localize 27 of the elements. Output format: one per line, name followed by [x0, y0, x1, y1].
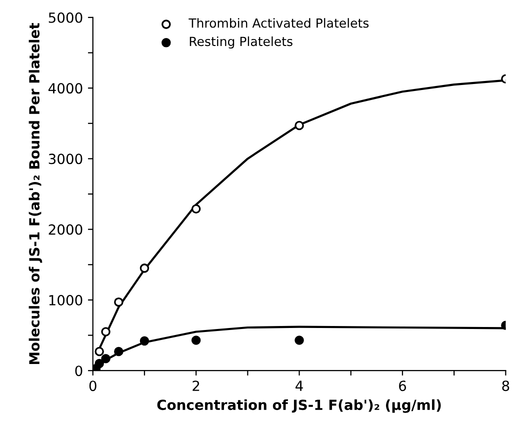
point	[294, 336, 304, 345]
point	[191, 336, 201, 345]
x-tick-label: 6	[399, 380, 406, 392]
legend-label: Resting Platelets	[190, 36, 292, 49]
y-tick-label: 5000	[48, 12, 82, 23]
point	[101, 327, 110, 336]
y-tick-label: 4000	[48, 83, 82, 94]
point	[94, 346, 104, 356]
legend-label: Thrombin Activated Platelets	[188, 18, 369, 28]
point	[140, 336, 150, 346]
y-tick-label: 3000	[48, 154, 82, 164]
x-tick-label: 0	[89, 380, 96, 392]
point	[294, 120, 304, 130]
x-tick-label: 4	[296, 380, 303, 391]
point	[140, 264, 150, 273]
x-axis-title: Concentration of JS-1 F(ab')₂ (µg/ml)	[157, 399, 441, 413]
point	[191, 204, 201, 214]
point	[101, 354, 110, 364]
y-tick-label: 2000	[48, 224, 82, 235]
x-tick-label: 2	[192, 380, 200, 391]
x-tick-label: 8	[502, 380, 510, 392]
y-axis-title: Molecules of JS-1 F(ab')₂ Bound Per Platelet	[28, 23, 42, 364]
point	[94, 358, 104, 368]
point	[114, 346, 124, 356]
point	[114, 297, 124, 307]
y-tick-label: 0	[75, 366, 82, 376]
y-tick-label: 1000	[49, 294, 82, 306]
